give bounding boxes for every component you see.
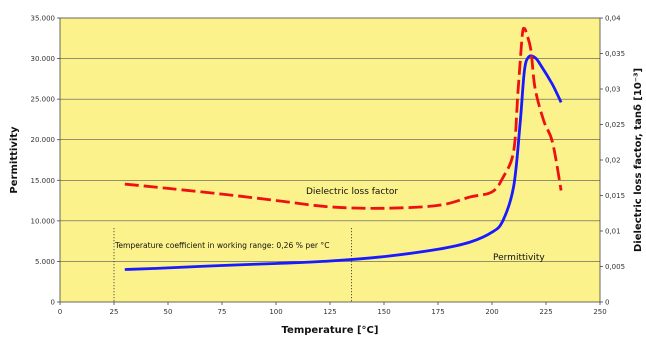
- grid-lines: [60, 58, 600, 262]
- y-left-tick-label: 30.000: [31, 55, 56, 63]
- working-range-markers: [113, 228, 353, 302]
- y-left-tick-label: 35.000: [31, 15, 56, 23]
- loss-factor-line: [124, 26, 563, 210]
- y-left-tick-label: 15.000: [31, 177, 56, 185]
- x-tick-label: 175: [431, 308, 444, 316]
- series-layer: [124, 26, 563, 271]
- x-axis-title: Temperature [°C]: [282, 325, 379, 336]
- y-left-tick-label: 10.000: [31, 217, 56, 225]
- x-tick-label: 50: [164, 308, 173, 316]
- y-left-tick-label: 20.000: [31, 136, 56, 144]
- y-right-tick-label: 0,04: [605, 15, 621, 23]
- y-right-tick-label: 0,005: [605, 263, 625, 271]
- x-tick-label: 100: [269, 308, 282, 316]
- y-right-tick-label: 0,035: [605, 50, 625, 58]
- permittivity-line: [124, 54, 563, 271]
- x-tick-label: 150: [377, 308, 390, 316]
- x-tick-label: 225: [539, 308, 552, 316]
- annotation-working-range: Temperature coefficient in working range…: [114, 241, 330, 250]
- y-left-tick-label: 5.000: [35, 258, 55, 266]
- y-right-tick-label: 0,025: [605, 121, 625, 129]
- y-left-tick-label: 0: [51, 299, 55, 307]
- y-right-tick-label: 0,015: [605, 192, 625, 200]
- y-left-tick-label: 25.000: [31, 96, 56, 104]
- x-tick-label: 25: [110, 308, 119, 316]
- y-axis-title-left: Permittivity: [9, 126, 20, 194]
- x-tick-label: 125: [323, 308, 336, 316]
- y-axis-title-right: Dielectric loss factor, tanδ [10⁻³]: [633, 68, 644, 252]
- y-right-tick-label: 0: [605, 299, 609, 307]
- y-right-tick-label: 0,03: [605, 86, 621, 94]
- x-tick-label: 250: [593, 308, 606, 316]
- tick-layer: 0 25 50 75 100 125 150 175 200 225 25005.00010.000…: [31, 15, 626, 317]
- y-right-tick-label: 0,02: [605, 157, 621, 165]
- annotation-permittivity: Permittivity: [493, 253, 545, 263]
- annotation-loss-factor: Dielectric loss factor: [306, 187, 398, 197]
- x-tick-label: 0: [58, 308, 62, 316]
- x-tick-label: 75: [218, 308, 227, 316]
- x-tick-label: 200: [485, 308, 498, 316]
- y-right-tick-label: 0,01: [605, 228, 621, 236]
- plot-background: [60, 18, 600, 302]
